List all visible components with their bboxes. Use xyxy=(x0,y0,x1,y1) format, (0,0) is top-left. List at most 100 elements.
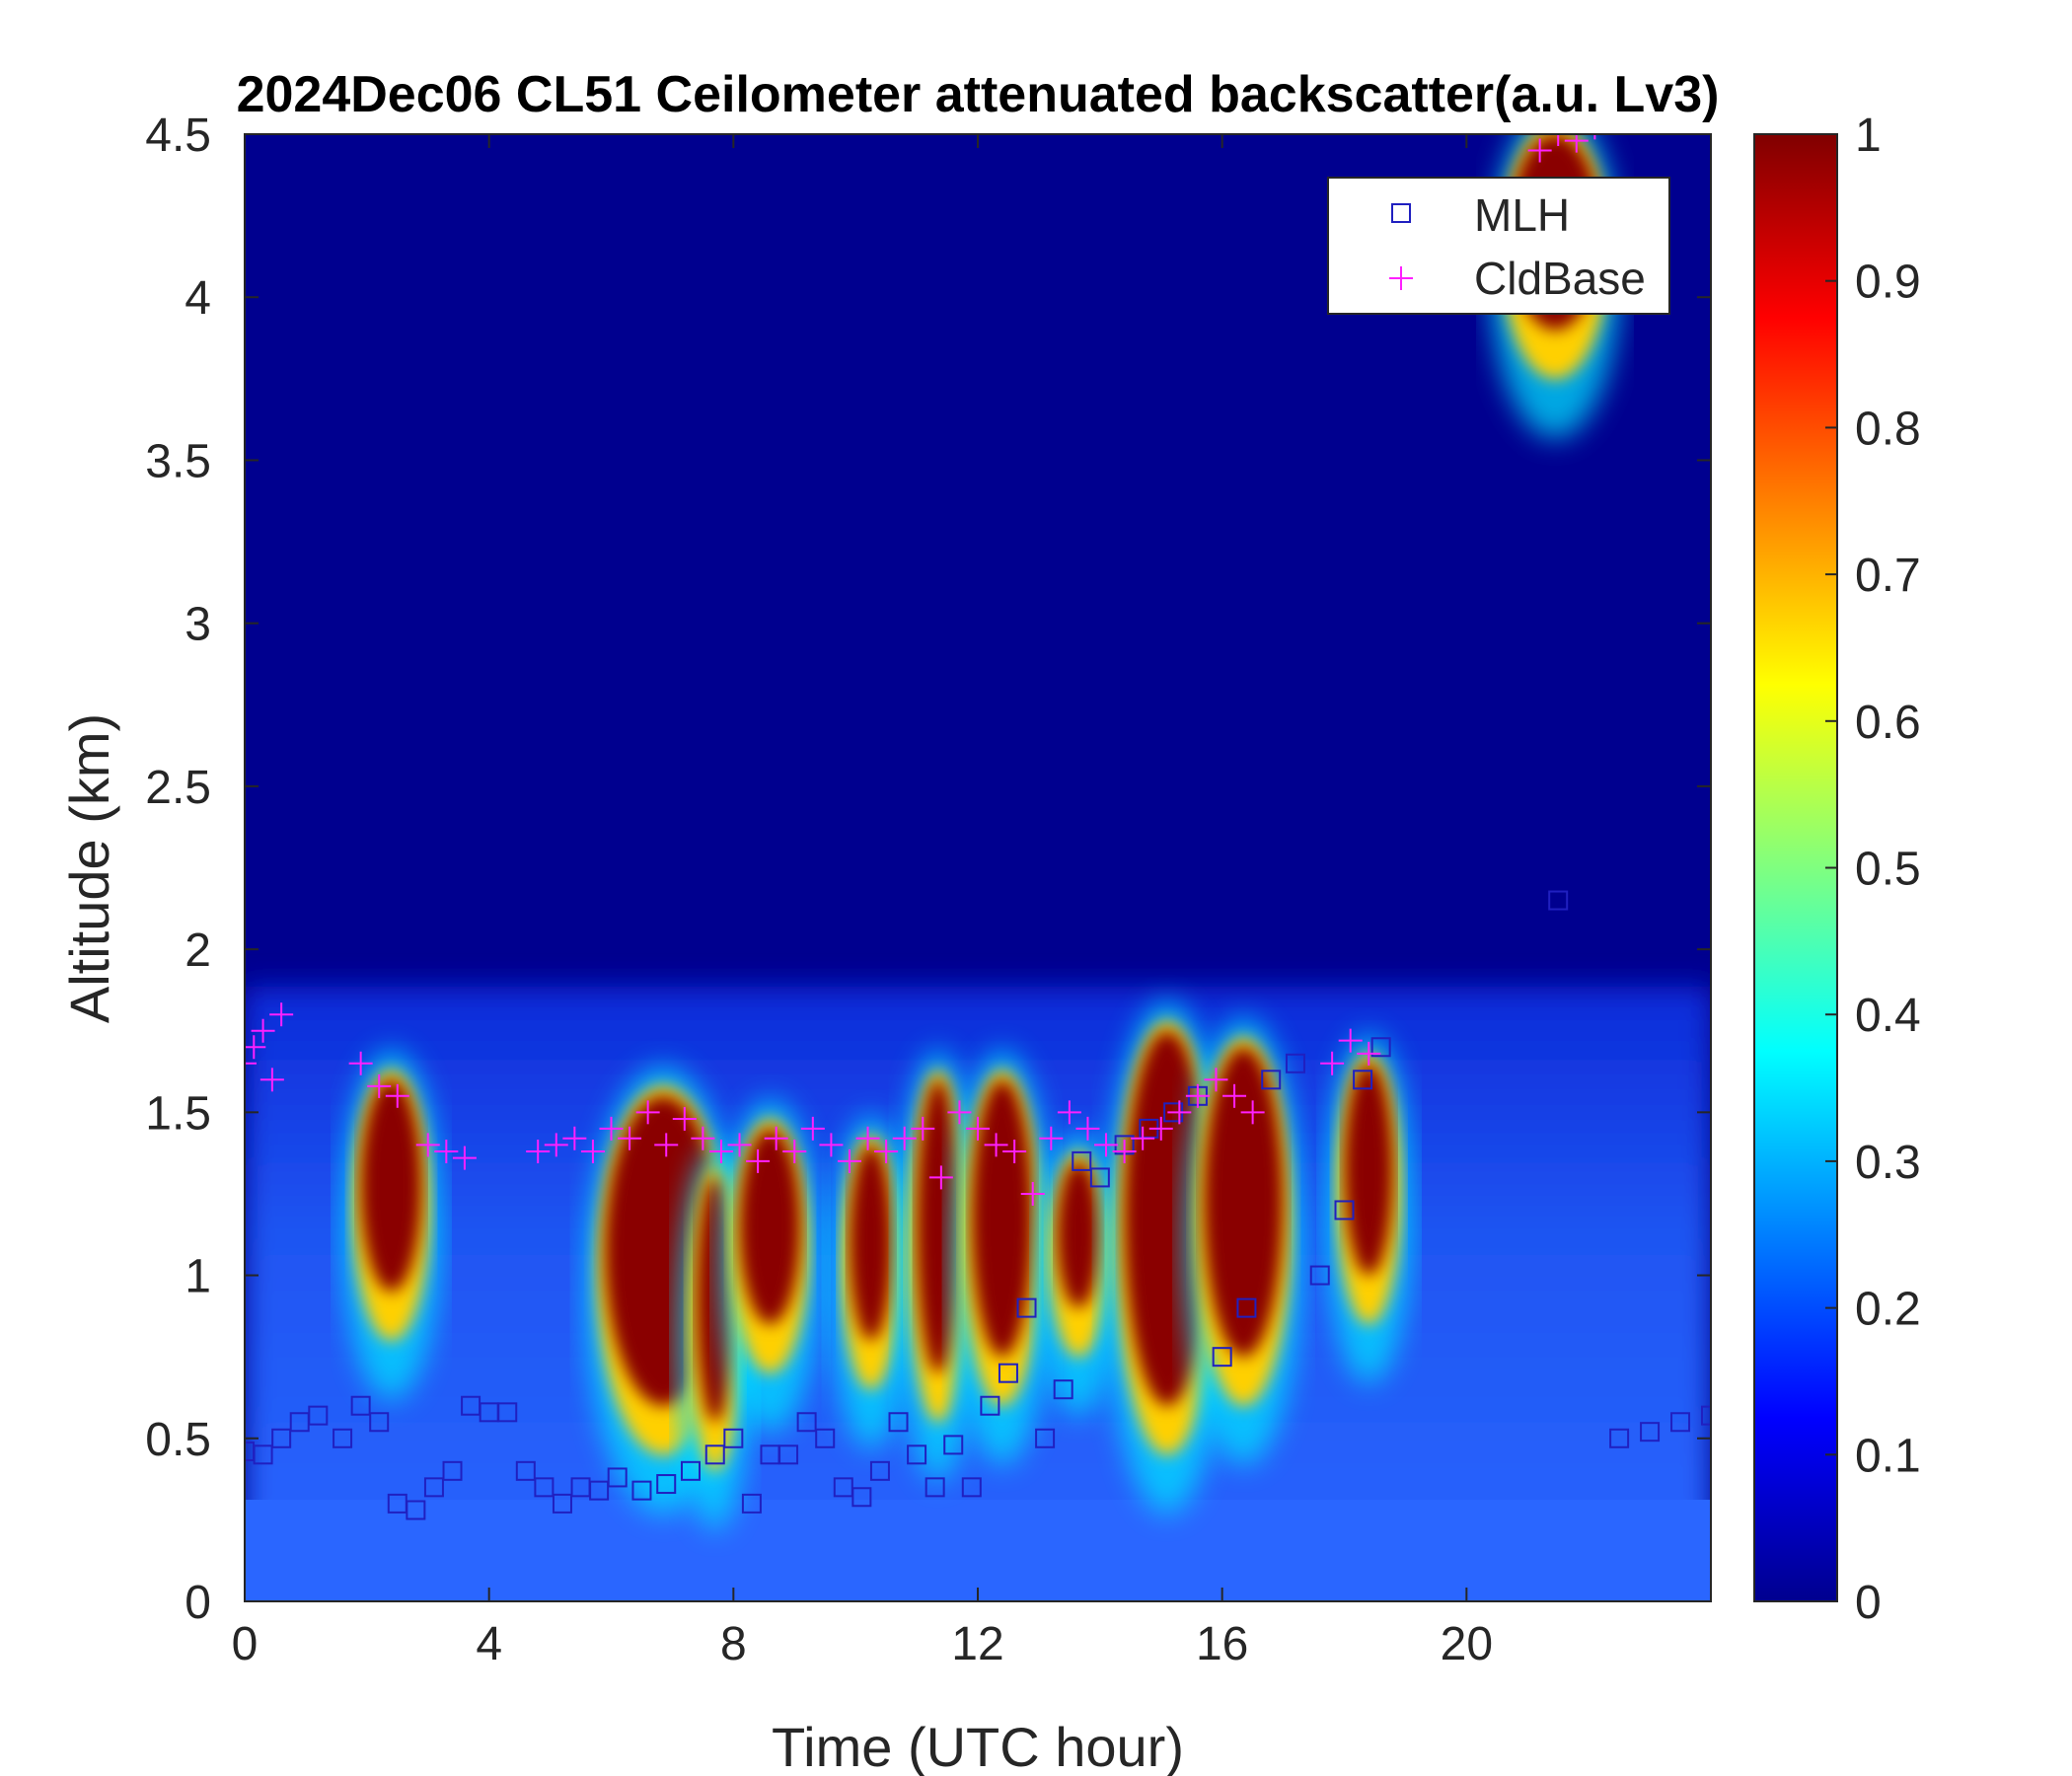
cldbase-marker xyxy=(1240,1100,1265,1125)
cloud-core xyxy=(971,1079,1033,1358)
mlh-marker xyxy=(423,1477,444,1498)
mlh-marker xyxy=(631,1480,652,1501)
x-axis-label: Time (UTC hour) xyxy=(772,1716,1184,1776)
mlh-marker xyxy=(869,1460,890,1481)
cldbase-marker xyxy=(1185,1083,1210,1108)
cldbase-marker xyxy=(1357,1041,1381,1066)
mlh-marker xyxy=(1640,1422,1661,1443)
colorbar-tick-label: 0.7 xyxy=(1855,550,1921,602)
cldbase-marker xyxy=(1593,134,1596,140)
cldbase-marker xyxy=(984,1133,1008,1157)
chart-title: 2024Dec06 CL51 Ceilometer attenuated bac… xyxy=(237,66,1720,123)
colorbar-tick-label: 0.8 xyxy=(1855,403,1921,455)
cldbase-marker xyxy=(727,1133,752,1157)
y-tick-label: 3.5 xyxy=(145,435,211,487)
legend-square-icon xyxy=(1391,203,1411,223)
colorbar-tick-label: 1 xyxy=(1855,110,1882,162)
cldbase-marker xyxy=(618,1126,642,1150)
y-tick-label: 1 xyxy=(185,1251,211,1303)
mlh-marker xyxy=(442,1460,463,1481)
mlh-marker xyxy=(888,1412,909,1433)
legend-label-cldbase: CldBase xyxy=(1474,253,1646,304)
mlh-marker xyxy=(1236,1297,1257,1318)
cldbase-marker xyxy=(911,1116,935,1141)
cldbase-marker xyxy=(892,1126,917,1150)
cldbase-marker xyxy=(874,1139,899,1163)
x-tick-label: 16 xyxy=(1196,1618,1248,1670)
cldbase-marker xyxy=(746,1148,771,1173)
y-tick-label: 2.5 xyxy=(145,762,211,814)
cldbase-marker xyxy=(928,1165,953,1190)
cldbase-marker xyxy=(800,1116,825,1141)
mlh-marker xyxy=(723,1428,744,1448)
cldbase-marker xyxy=(1148,1116,1173,1141)
mlh-marker xyxy=(1072,1150,1092,1171)
mlh-marker xyxy=(1035,1428,1056,1448)
cldbase-marker xyxy=(415,1133,440,1157)
mlh-marker xyxy=(907,1444,927,1465)
x-tick-label: 20 xyxy=(1441,1618,1493,1670)
y-tick-label: 4.5 xyxy=(145,110,211,162)
legend-box xyxy=(1327,177,1670,315)
cldbase-marker xyxy=(452,1146,477,1170)
mlh-marker xyxy=(333,1428,353,1448)
mlh-marker xyxy=(925,1477,945,1498)
colorbar-tick-label: 0.9 xyxy=(1855,257,1921,309)
cldbase-marker xyxy=(269,1002,294,1027)
cldbase-marker xyxy=(1057,1100,1081,1125)
mlh-marker xyxy=(704,1444,725,1465)
colorbar: 0 0.1 0.2 0.3 0.4 0.5 0.6 0.7 0.8 0.9 1 xyxy=(1753,110,1921,1629)
colorbar-tick-label: 0.6 xyxy=(1855,697,1921,749)
mlh-marker xyxy=(515,1460,536,1481)
cldbase-marker xyxy=(245,1051,257,1075)
y-tick-label: 1.5 xyxy=(145,1087,211,1140)
cldbase-marker xyxy=(1167,1100,1192,1125)
cldbase-marker xyxy=(1546,134,1571,146)
cldbase-marker xyxy=(385,1083,409,1108)
backscatter-heatmap xyxy=(245,134,1711,1601)
colorbar-tick-label: 0.5 xyxy=(1855,844,1921,896)
cldbase-marker xyxy=(672,1106,697,1131)
cloud-core xyxy=(1204,1047,1284,1358)
mlh-marker xyxy=(943,1435,964,1455)
mlh-marker xyxy=(961,1477,982,1498)
y-tick-label: 0.5 xyxy=(145,1414,211,1466)
mlh-marker xyxy=(1089,1167,1110,1188)
mlh-marker xyxy=(998,1363,1018,1383)
mlh-marker xyxy=(656,1474,677,1495)
y-tick-label: 3 xyxy=(185,599,211,651)
cldbase-marker xyxy=(764,1126,788,1150)
mlh-marker xyxy=(1670,1412,1691,1433)
colorbar-tick-label: 0 xyxy=(1855,1577,1882,1629)
mlh-marker xyxy=(1285,1053,1305,1073)
cldbase-marker xyxy=(1564,134,1589,153)
y-tick-label: 2 xyxy=(185,925,211,977)
cldbase-marker xyxy=(580,1139,605,1163)
y-axis: 0 0.5 1 1.5 2 2.5 3 3.5 4 4.5 xyxy=(145,110,1711,1629)
x-tick-label: 4 xyxy=(476,1618,502,1670)
cldbase-marker xyxy=(782,1139,807,1163)
cldbase-marker xyxy=(1112,1139,1137,1163)
cldbase-marker xyxy=(544,1133,568,1157)
marker-layer xyxy=(245,134,1711,1520)
cldbase-marker xyxy=(245,1035,266,1060)
cldbase-marker xyxy=(1002,1139,1027,1163)
legend-plus-icon xyxy=(1389,266,1413,290)
cldbase-marker xyxy=(654,1133,679,1157)
mlh-marker xyxy=(1548,890,1569,911)
cldbase-marker xyxy=(947,1100,972,1125)
cldbase-marker xyxy=(259,1068,284,1092)
cloud-core xyxy=(739,1128,801,1325)
x-tick-label: 8 xyxy=(720,1618,747,1670)
cloud-backscatter-blobs xyxy=(340,134,1621,1531)
colorbar-ticks: 0 0.1 0.2 0.3 0.4 0.5 0.6 0.7 0.8 0.9 1 xyxy=(1825,110,1921,1629)
cldbase-marker xyxy=(526,1139,551,1163)
mlh-marker xyxy=(1212,1347,1232,1368)
cldbase-marker xyxy=(837,1148,861,1173)
mlh-marker xyxy=(607,1467,628,1488)
cldbase-marker xyxy=(251,1018,275,1043)
cldbase-marker xyxy=(1222,1083,1247,1108)
cldbase-marker xyxy=(1320,1051,1345,1075)
x-tick-label: 12 xyxy=(951,1618,1003,1670)
